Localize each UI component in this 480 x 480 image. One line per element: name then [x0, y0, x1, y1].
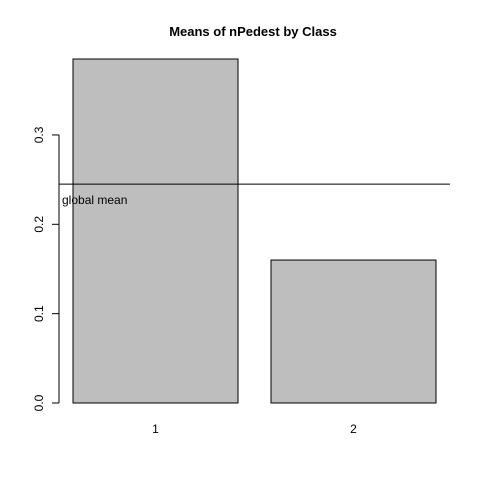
- y-tick-label-0.3: 0.3: [32, 126, 46, 143]
- x-tick-label-1: 1: [152, 422, 159, 436]
- bars-layer: [72, 58, 437, 404]
- y-axis: 0.0 0.1 0.2 0.3: [32, 126, 60, 411]
- y-tick-label-0.0: 0.0: [32, 394, 46, 411]
- bar-1: [72, 58, 239, 404]
- global-mean-label: global mean: [62, 193, 127, 207]
- y-tick-label-0.1: 0.1: [32, 305, 46, 322]
- chart-title: Means of nPedest by Class: [169, 24, 337, 39]
- reference-line-layer: global mean: [59, 183, 450, 207]
- x-tick-label-2: 2: [350, 422, 357, 436]
- y-tick-label-0.2: 0.2: [32, 216, 46, 233]
- bar-2: [270, 259, 437, 404]
